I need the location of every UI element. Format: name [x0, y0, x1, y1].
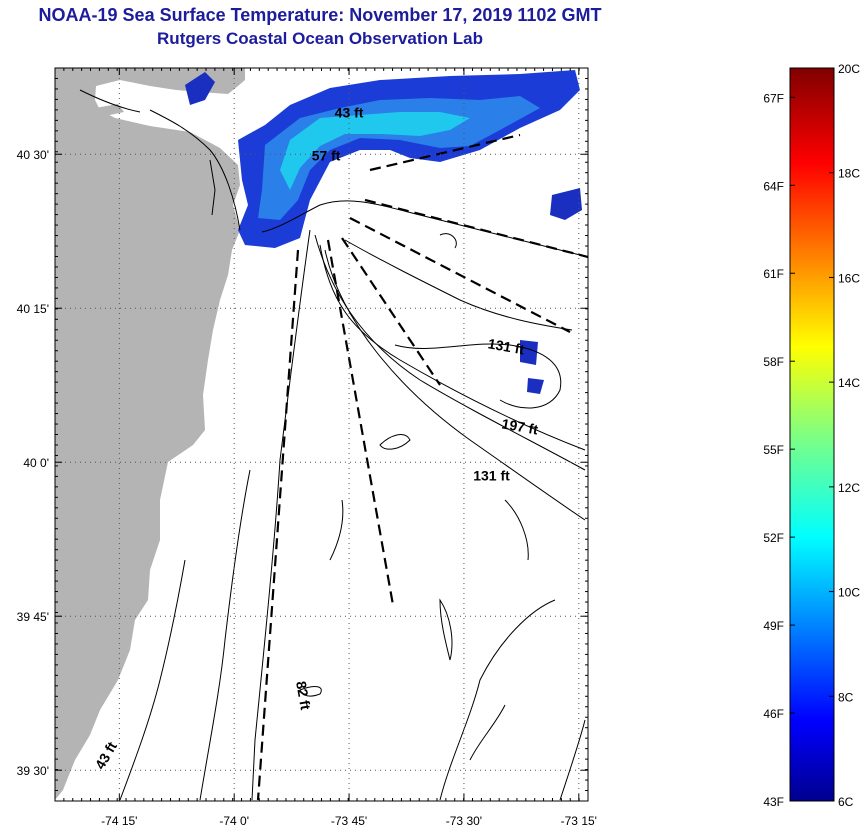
axis-labels: 40 30' 40 15' 40 0' 39 45' 39 30' -74 15' -74 …	[17, 148, 597, 828]
colorbar	[789, 67, 835, 802]
grid	[55, 68, 588, 801]
lat-tick-label: 40 15'	[17, 302, 49, 316]
lat-tick-label: 39 30'	[17, 764, 49, 778]
colorbar-f-label: 67F	[763, 91, 784, 105]
colorbar-ticks: 20C 18C 16C 14C 12C 10C 8C 6C 67F 64F 61F 58F 55F 52F…	[763, 62, 860, 809]
colorbar-f-label: 61F	[763, 267, 784, 281]
map-title: NOAA-19 Sea Surface Temperature: Novembe…	[38, 5, 602, 25]
depth-label: 43 ft	[335, 104, 364, 120]
colorbar-f-label: 55F	[763, 443, 784, 457]
colorbar-f-label: 43F	[763, 795, 784, 809]
depth-label: 131 ft	[473, 468, 510, 484]
colorbar-c-label: 12C	[838, 481, 860, 495]
colorbar-c-label: 16C	[838, 271, 860, 285]
glider-transects	[256, 133, 588, 801]
sst-cold-water	[185, 70, 582, 394]
colorbar-c-label: 18C	[838, 167, 860, 181]
colorbar-f-label: 58F	[763, 355, 784, 369]
tick-marks	[54, 67, 589, 802]
lon-tick-label: -73 45'	[331, 814, 367, 828]
depth-label: 57 ft	[312, 147, 341, 163]
colorbar-f-label: 52F	[763, 531, 784, 545]
lat-tick-label: 40 30'	[17, 148, 49, 162]
land-mass	[55, 68, 245, 800]
lat-tick-label: 40 0'	[23, 456, 49, 470]
lon-tick-label: -74 0'	[219, 814, 249, 828]
lat-tick-label: 39 45'	[17, 610, 49, 624]
colorbar-f-label: 64F	[763, 179, 784, 193]
land-island	[95, 104, 124, 116]
colorbar-f-label: 46F	[763, 707, 784, 721]
lon-tick-label: -74 15'	[101, 814, 137, 828]
colorbar-c-label: 20C	[838, 62, 860, 76]
depth-label: 131 ft	[487, 335, 526, 357]
colorbar-f-label: 49F	[763, 619, 784, 633]
depth-label: 82 ft	[293, 680, 314, 711]
lon-tick-label: -73 15'	[561, 814, 597, 828]
lon-tick-label: -73 30'	[446, 814, 482, 828]
colorbar-c-label: 6C	[838, 795, 854, 809]
map-subtitle: Rutgers Coastal Ocean Observation Lab	[157, 29, 483, 48]
colorbar-c-label: 8C	[838, 690, 854, 704]
colorbar-c-label: 14C	[838, 376, 860, 390]
colorbar-c-label: 10C	[838, 586, 860, 600]
depth-label: 43 ft	[92, 739, 120, 772]
depth-label: 197 ft	[501, 415, 540, 437]
